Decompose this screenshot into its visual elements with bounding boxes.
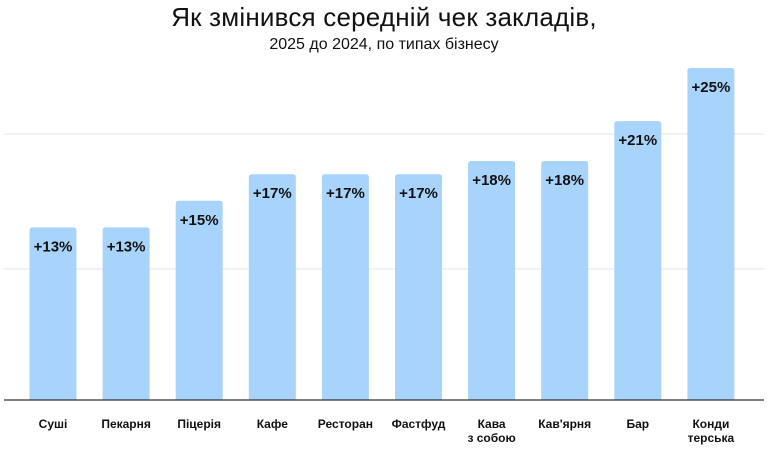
value-label-7: +18%: [545, 172, 584, 189]
bar-3: [248, 174, 296, 400]
chart-subtitle: 2025 до 2024, по типах бізнесу: [269, 36, 499, 53]
category-label-1: Пекарня: [101, 417, 151, 431]
bar-8: [614, 121, 662, 401]
value-label-8: +21%: [618, 132, 657, 149]
bar-1: [102, 227, 150, 400]
value-label-6: +18%: [472, 172, 511, 189]
value-label-9: +25%: [692, 79, 731, 96]
bar-5: [395, 174, 442, 400]
bar-6: [468, 160, 516, 400]
category-label-4: Ресторан: [318, 417, 373, 431]
value-label-1: +13%: [107, 238, 146, 255]
category-label-9: Конди терська: [688, 417, 735, 445]
value-label-0: +13%: [34, 238, 73, 255]
bar-4: [321, 174, 369, 400]
category-label-6: Кава з собою: [467, 417, 515, 445]
category-label-2: Піцерія: [177, 417, 221, 431]
category-label-0: Суші: [39, 417, 68, 431]
bar-7: [541, 160, 589, 400]
value-label-2: +15%: [180, 212, 219, 229]
bar-2: [175, 200, 223, 400]
value-label-3: +17%: [253, 185, 292, 202]
category-label-8: Бар: [626, 417, 649, 431]
category-label-7: Кав'ярня: [538, 417, 591, 431]
category-label-3: Кафе: [257, 417, 288, 431]
value-label-4: +17%: [326, 185, 365, 202]
bar-9: [687, 68, 735, 400]
category-label-5: Фастфуд: [392, 417, 446, 431]
value-label-5: +17%: [399, 185, 438, 202]
bar-0: [29, 227, 77, 400]
chart-title: Як змінився середній чек закладів,: [171, 2, 597, 32]
